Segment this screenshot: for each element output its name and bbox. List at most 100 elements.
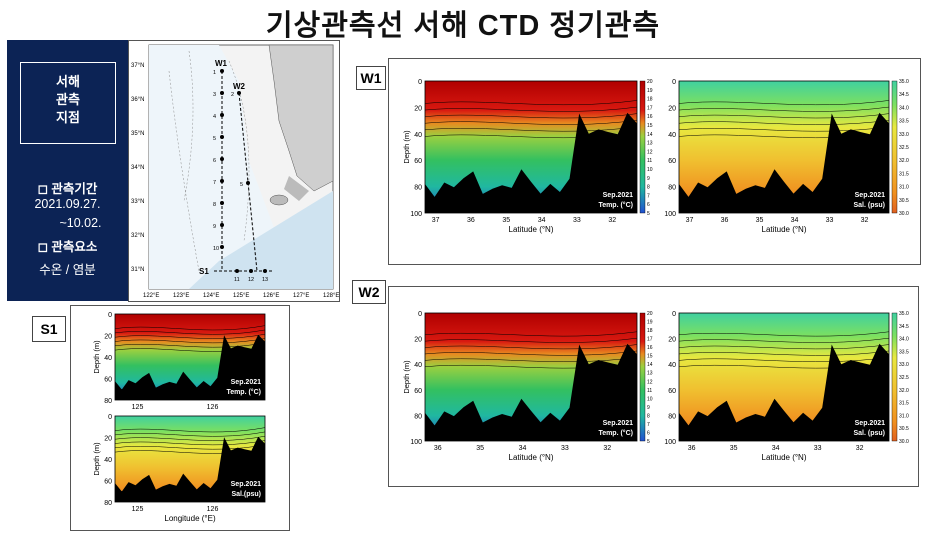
date-label: Sep.2021 bbox=[603, 420, 633, 427]
colorbar-tick: 35.0 bbox=[899, 311, 909, 317]
colorbar-tick: 32.5 bbox=[899, 145, 909, 151]
page-title: 기상관측선 서해 CTD 정기관측 bbox=[265, 10, 661, 42]
period-start: 2021.09.27. bbox=[34, 197, 101, 211]
station-dot bbox=[220, 201, 224, 205]
x-tick: 35 bbox=[476, 445, 484, 452]
lon-tick: 128°E bbox=[323, 293, 339, 299]
x-tick: 32 bbox=[603, 445, 611, 452]
y-tick: 80 bbox=[668, 413, 676, 420]
contour-line bbox=[424, 119, 638, 125]
y-tick: 40 bbox=[668, 362, 676, 369]
station-number: 5 bbox=[213, 136, 216, 142]
y-axis-label: Depth (m) bbox=[402, 130, 411, 164]
variable-label: Sal.(psu) bbox=[231, 491, 261, 498]
elements-value: 수온 / 염분 bbox=[39, 263, 96, 277]
station-dot bbox=[220, 91, 224, 95]
colorbar-tick: 35.0 bbox=[899, 79, 909, 85]
station-label-line: 관측 bbox=[56, 92, 80, 107]
colorbar-tick: 14 bbox=[647, 132, 653, 138]
colorbar-tick: 11 bbox=[647, 158, 652, 164]
station-dot bbox=[237, 91, 241, 95]
w1-section-svg: Obs. Sep.2021 Temp. (°C) 37 36 35 34 33 32 0 20 40 6… bbox=[402, 79, 909, 234]
y-tick: 60 bbox=[668, 158, 676, 165]
obs-label: Obs. bbox=[683, 200, 702, 210]
x-tick: 36 bbox=[721, 217, 729, 224]
station-dot bbox=[220, 69, 224, 73]
lat-tick: 35°N bbox=[131, 131, 144, 137]
seabed-mask bbox=[115, 334, 265, 400]
w1-label: W1 bbox=[215, 59, 228, 68]
contour-line bbox=[424, 106, 638, 112]
colorbar bbox=[639, 312, 646, 442]
w2-section-panel: Obs. Sep.2021 Temp. (°C) 36 35 34 33 32 0 20 40 60 8… bbox=[388, 286, 919, 487]
colorbar-tick: 30.0 bbox=[899, 211, 909, 217]
y-tick: 40 bbox=[104, 457, 112, 464]
period-heading: ◻ 관측기간 bbox=[37, 182, 98, 196]
contour-line bbox=[424, 126, 638, 132]
colorbar-tick: 13 bbox=[647, 371, 653, 377]
x-axis-label: Latitude (°N) bbox=[509, 453, 554, 462]
contour-line bbox=[114, 325, 266, 331]
isobaths bbox=[168, 50, 250, 272]
islands bbox=[284, 176, 309, 201]
colorbar-tick: 32.0 bbox=[899, 388, 909, 394]
y-tick: 20 bbox=[414, 337, 422, 344]
y-tick: 80 bbox=[104, 500, 112, 507]
colorbar-tick: 11 bbox=[647, 388, 652, 394]
colorbar-tick: 7 bbox=[647, 193, 650, 199]
y-tick: 0 bbox=[672, 311, 676, 318]
colorbar-tick: 10 bbox=[647, 396, 653, 402]
lon-tick: 125°E bbox=[233, 293, 249, 299]
colorbar-tick: 10 bbox=[647, 167, 653, 173]
y-tick: 60 bbox=[668, 388, 676, 395]
plot-frame bbox=[678, 80, 890, 214]
w1-sal-plot: Obs. Sep.2021 Sal. (psu) 37 36 35 34 33 32 0 20 40 6… bbox=[664, 79, 909, 234]
date-label: Sep.2021 bbox=[855, 420, 885, 427]
colorbar-tick: 30.5 bbox=[899, 198, 909, 204]
s1-label: S1 bbox=[199, 267, 209, 276]
lat-tick: 34°N bbox=[131, 165, 144, 171]
colorbar-tick: 34.5 bbox=[899, 92, 909, 98]
sea-shallow bbox=[149, 45, 333, 289]
contour-line bbox=[424, 344, 638, 350]
station-map: 37°N 36°N 35°N 34°N 33°N 32°N 31°N 122°E 123°E 1… bbox=[128, 40, 340, 302]
station-label-line: 지점 bbox=[56, 110, 80, 125]
x-tick: 125 bbox=[132, 404, 144, 411]
plot-frame bbox=[424, 312, 638, 442]
variable-label: Temp. (°C) bbox=[226, 388, 261, 396]
x-tick: 34 bbox=[772, 445, 780, 452]
y-tick: 0 bbox=[108, 312, 112, 319]
station-number: 6 bbox=[213, 158, 216, 164]
colorbar-tick: 8 bbox=[647, 185, 650, 191]
station-number: 12 bbox=[248, 277, 254, 283]
colorbar-tick: 12 bbox=[647, 379, 653, 385]
y-tick: 80 bbox=[414, 185, 422, 192]
station-number: 2 bbox=[231, 92, 234, 98]
colorbar-tick: 34.0 bbox=[899, 337, 909, 343]
w1-temp-plot: Obs. Sep.2021 Temp. (°C) 37 36 35 34 33 32 0 20 40 6… bbox=[402, 79, 653, 234]
x-tick: 36 bbox=[688, 445, 696, 452]
x-tick: 32 bbox=[608, 217, 616, 224]
w1-section-panel: Obs. Sep.2021 Temp. (°C) 37 36 35 34 33 32 0 20 40 6… bbox=[388, 58, 921, 265]
station-number: 3 bbox=[213, 92, 216, 98]
contour-line bbox=[678, 100, 890, 106]
y-tick: 80 bbox=[668, 185, 676, 192]
contour-line bbox=[678, 331, 890, 337]
colorbar-tick: 34.0 bbox=[899, 105, 909, 111]
s1-section-panel: Obs. Sep.2021 Temp. (°C) 125 126 0 20 40 60 80 Dep… bbox=[70, 305, 290, 531]
plot-frame bbox=[114, 313, 266, 401]
contour-line bbox=[678, 344, 890, 350]
y-tick: 20 bbox=[104, 334, 112, 341]
colorbar-tick: 33.0 bbox=[899, 132, 909, 138]
lat-tick: 37°N bbox=[131, 63, 144, 69]
lon-tick: 122°E bbox=[143, 293, 159, 299]
colorbar-tick: 14 bbox=[647, 362, 653, 368]
contour-line bbox=[678, 119, 890, 125]
sea-deep bbox=[189, 191, 333, 289]
period-end: ~10.02. bbox=[59, 216, 102, 230]
x-tick: 126 bbox=[207, 506, 219, 513]
x-tick: 126 bbox=[207, 404, 219, 411]
x-tick: 34 bbox=[538, 217, 546, 224]
colorbar-tick: 30.5 bbox=[899, 426, 909, 432]
colorbar bbox=[891, 312, 898, 442]
